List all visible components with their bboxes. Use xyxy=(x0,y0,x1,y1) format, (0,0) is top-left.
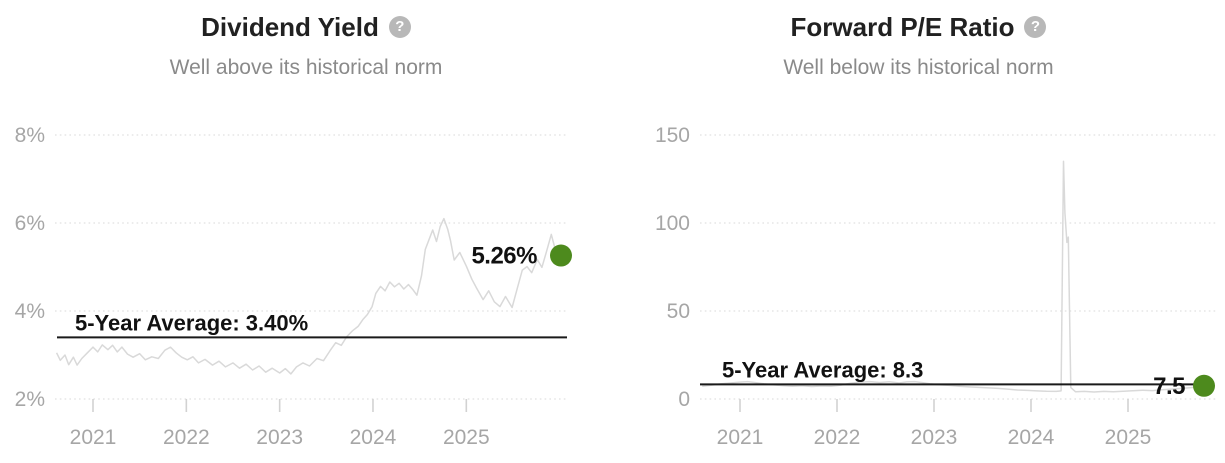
x-axis-tick-label: 2022 xyxy=(814,426,861,449)
y-axis-tick-label: 2% xyxy=(15,388,45,411)
current-value-label: 5.26% xyxy=(471,243,537,270)
x-axis-tick-label: 2021 xyxy=(717,426,764,449)
y-axis-tick-label: 6% xyxy=(15,212,45,235)
current-value-dot xyxy=(550,244,572,267)
chart-header: Forward P/E Ratio ? Well below its histo… xyxy=(612,12,1225,80)
current-value-label: 7.5 xyxy=(1153,373,1185,400)
x-axis-tick-label: 2025 xyxy=(443,426,490,449)
y-axis-tick-label: 8% xyxy=(15,124,45,147)
data-line xyxy=(55,217,559,375)
current-value-dot xyxy=(1193,374,1215,397)
data-line xyxy=(702,160,1204,393)
chart-subtitle: Well above its historical norm xyxy=(169,56,443,79)
x-axis-tick-label: 2024 xyxy=(350,426,397,449)
y-axis-tick-label: 150 xyxy=(655,124,690,147)
chart-title: Dividend Yield ? xyxy=(0,12,612,42)
y-axis-tick-label: 100 xyxy=(655,212,690,235)
forward-pe-plot: 150 100 50 0 2021 2022 2023 2024 2025 5-Year Aver… xyxy=(655,124,1216,449)
dividend-yield-chart-panel: Dividend Yield ? Well above its historic… xyxy=(0,0,612,463)
x-axis-tick-label: 2023 xyxy=(911,426,958,449)
chart-title-text: Dividend Yield xyxy=(201,12,379,42)
chart-header: Dividend Yield ? Well above its historic… xyxy=(0,12,612,80)
x-axis-tick-label: 2024 xyxy=(1008,426,1055,449)
y-axis-tick-label: 4% xyxy=(15,300,45,323)
average-label: 5-Year Average: 3.40% xyxy=(75,310,308,335)
question-mark-help-icon[interactable]: ? xyxy=(1024,16,1047,38)
average-label: 5-Year Average: 8.3 xyxy=(722,357,923,382)
x-axis-tick-label: 2021 xyxy=(70,426,117,449)
question-mark-help-icon[interactable]: ? xyxy=(388,16,411,38)
dividend-yield-plot: 8% 6% 4% 2% 2021 2022 2023 2024 2025 5-Year Avera… xyxy=(15,124,572,449)
chart-title-text: Forward P/E Ratio xyxy=(790,12,1015,42)
x-axis-tick-label: 2023 xyxy=(256,426,303,449)
forward-pe-chart-panel: Forward P/E Ratio ? Well below its histo… xyxy=(612,0,1225,463)
chart-title: Forward P/E Ratio ? xyxy=(612,12,1225,42)
chart-subtitle: Well below its historical norm xyxy=(783,56,1054,79)
x-axis-tick-label: 2025 xyxy=(1105,426,1152,449)
y-axis-tick-label: 50 xyxy=(667,300,690,323)
y-axis-tick-label: 0 xyxy=(678,388,690,411)
x-axis-tick-label: 2022 xyxy=(163,426,210,449)
